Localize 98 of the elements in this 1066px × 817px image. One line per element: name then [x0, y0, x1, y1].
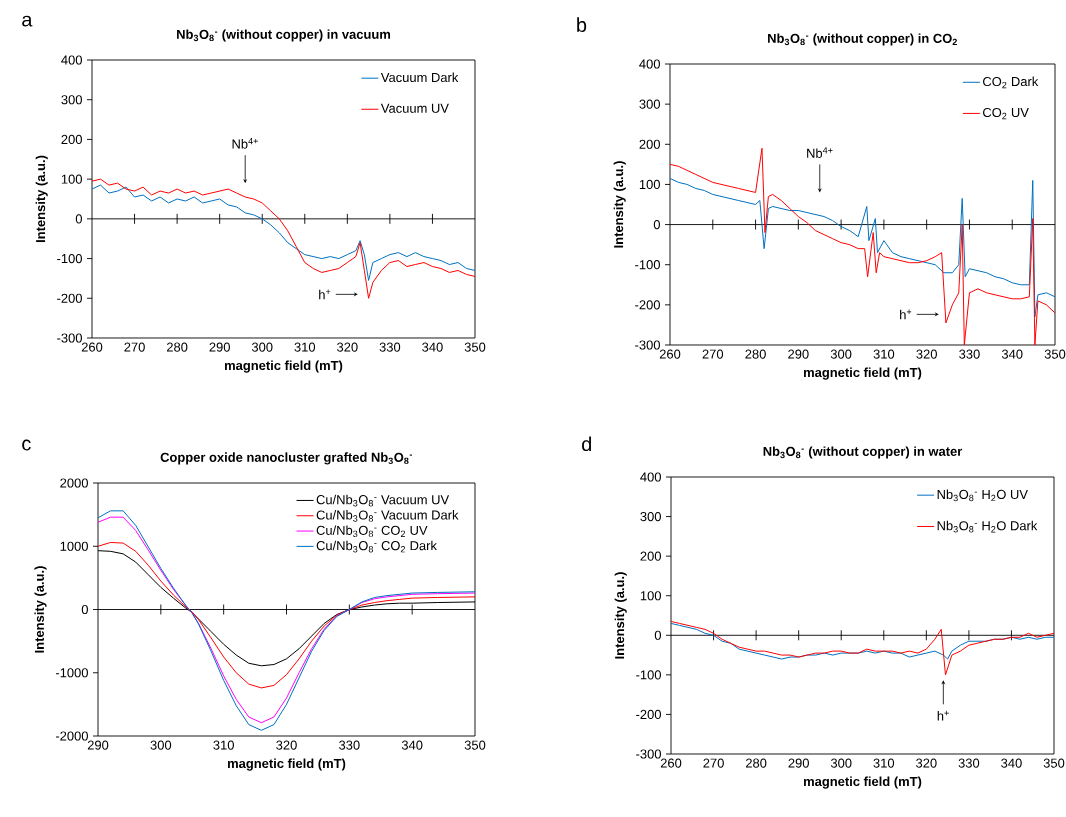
annotation: Nb$^{4+}$	[232, 137, 258, 149]
text: b	[577, 17, 587, 32]
x-axis-title: magnetic field (mT)	[224, 360, 343, 373]
y-tick-label: -300	[636, 749, 661, 759]
y-tick-label: 1000	[60, 541, 88, 551]
y-axis-title: Intensity (a.u.)	[35, 155, 48, 243]
y-tick-label: 100	[640, 591, 661, 601]
x-tick-label: 330	[959, 349, 980, 359]
x-tick-label: 270	[703, 758, 724, 768]
x-tick-label: 350	[1044, 349, 1066, 359]
y-tick-label: 200	[639, 139, 660, 149]
x-tick-label: 340	[401, 740, 423, 750]
y-tick-label: -100	[57, 253, 82, 264]
x-tick-label: 280	[745, 758, 767, 768]
x-tick-label: 320	[916, 349, 937, 359]
chart-title: Nb$_{3}$O$_{8}$$^{-}$ (without copper) in CO$_{2}$	[768, 33, 957, 46]
y-tick-label: -200	[635, 300, 660, 310]
x-tick-label: 260	[81, 342, 103, 352]
y-tick-label: 400	[639, 59, 660, 69]
annotation: Nb$^{4+}$	[807, 147, 833, 158]
y-tick-label: -300	[57, 333, 82, 343]
y-tick-label: 0	[75, 214, 82, 224]
y-axis-title: Intensity (a.u.)	[34, 566, 47, 653]
x-axis-title: magnetic field (mT)	[227, 758, 346, 771]
x-tick-label: 290	[788, 758, 809, 768]
y-tick-label: 0	[653, 219, 660, 230]
legend-label: CO$_{2}$ Dark	[983, 76, 1039, 89]
x-tick-label: 260	[659, 349, 681, 359]
legend-label: Nb$_{3}$O$_{8}$$^{-}$ H$_{2}$O UV	[937, 489, 1028, 502]
y-tick-label: -200	[57, 293, 82, 303]
x-tick-label: 300	[150, 740, 172, 750]
text: c	[22, 439, 31, 451]
y-tick-label: 2000	[60, 478, 88, 488]
y-tick-label: 200	[640, 551, 661, 561]
x-tick-label: 300	[830, 349, 852, 359]
annotation: h$^{+}$	[319, 289, 331, 300]
annotation: h$^{+}$	[900, 309, 912, 320]
legend-label: Nb$_{3}$O$_{8}$$^{-}$ H$_{2}$O Dark	[937, 520, 1038, 533]
text: d	[582, 436, 591, 452]
x-tick-label: 290	[788, 349, 809, 359]
x-axis-title: magnetic field (mT)	[804, 776, 922, 789]
x-tick-label: 280	[166, 342, 188, 352]
legend-label: Cu/Nb$_{3}$O$_{8}$$^{-}$ CO$_{2}$ UV	[316, 525, 428, 538]
x-tick-label: 350	[1043, 758, 1065, 768]
x-tick-label: 340	[1001, 758, 1022, 768]
y-tick-label: -200	[636, 709, 661, 720]
x-tick-label: 300	[251, 342, 273, 352]
y-axis-title: Intensity (a.u.)	[613, 161, 626, 248]
legend-label: Cu/Nb$_{3}$O$_{8}$$^{-}$ Vacuum UV	[316, 494, 450, 507]
y-axis-title: Intensity (a.u.)	[614, 572, 627, 659]
y-tick-label: -100	[635, 260, 660, 270]
y-tick-label: 100	[61, 174, 82, 184]
line-series	[97, 541, 476, 689]
x-tick-label: 350	[464, 342, 486, 352]
legend-label: Vacuum UV	[380, 103, 449, 113]
y-tick-label: 300	[640, 511, 661, 522]
x-tick-label: 320	[337, 342, 358, 352]
x-tick-label: 290	[87, 740, 109, 750]
y-tick-label: 100	[639, 179, 660, 190]
y-tick-label: -1000	[55, 668, 88, 678]
chart-title: Nb$_{3}$O$_{8}$$^{-}$ (without copper) in vacuum	[177, 29, 391, 42]
y-tick-label: 0	[81, 604, 88, 615]
x-tick-label: 320	[276, 740, 297, 750]
x-tick-label: 280	[745, 349, 766, 359]
x-tick-label: 310	[213, 740, 234, 750]
x-tick-label: 310	[873, 758, 895, 768]
x-tick-label: 320	[916, 758, 937, 768]
x-tick-label: 330	[339, 740, 360, 750]
text: a	[22, 15, 33, 27]
chart-title: Nb$_{3}$O$_{8}$$^{-}$ (without copper) in water	[763, 446, 963, 459]
annotation: h$^{+}$	[937, 710, 949, 721]
x-tick-label: 310	[873, 349, 895, 359]
x-tick-label: 270	[702, 349, 724, 359]
x-tick-label: 310	[294, 342, 316, 352]
y-tick-label: 0	[654, 630, 661, 640]
y-tick-label: 400	[640, 472, 661, 482]
legend-label: Cu/Nb$_{3}$O$_{8}$$^{-}$ Vacuum Dark	[316, 510, 459, 522]
y-tick-label: 300	[61, 95, 82, 105]
x-tick-label: 300	[830, 758, 852, 768]
x-tick-label: 290	[209, 342, 230, 352]
y-tick-label: 200	[61, 134, 82, 145]
x-tick-label: 330	[958, 758, 980, 768]
x-tick-label: 330	[379, 342, 401, 352]
x-tick-label: 340	[1001, 349, 1023, 359]
y-tick-label: 400	[61, 55, 82, 65]
chart-title: Copper oxide nanocluster grafted Nb$_{3}$O$_{8}$-	[160, 452, 413, 465]
y-tick-label: -300	[635, 340, 660, 350]
x-tick-label: 270	[124, 342, 145, 352]
legend-label: Vacuum Dark	[380, 72, 459, 83]
x-tick-label: 340	[422, 342, 443, 352]
y-tick-label: -2000	[55, 731, 88, 741]
y-tick-label: 300	[639, 99, 660, 109]
x-tick-label: 350	[464, 740, 486, 750]
y-tick-label: -100	[636, 670, 661, 680]
x-tick-label: 260	[660, 758, 682, 768]
legend-label: CO$_{2}$ UV	[983, 107, 1029, 120]
x-axis-title: magnetic field (mT)	[804, 367, 922, 380]
legend-label: Cu/Nb$_{3}$O$_{8}$$^{-}$ CO$_{2}$ Dark	[316, 540, 437, 553]
